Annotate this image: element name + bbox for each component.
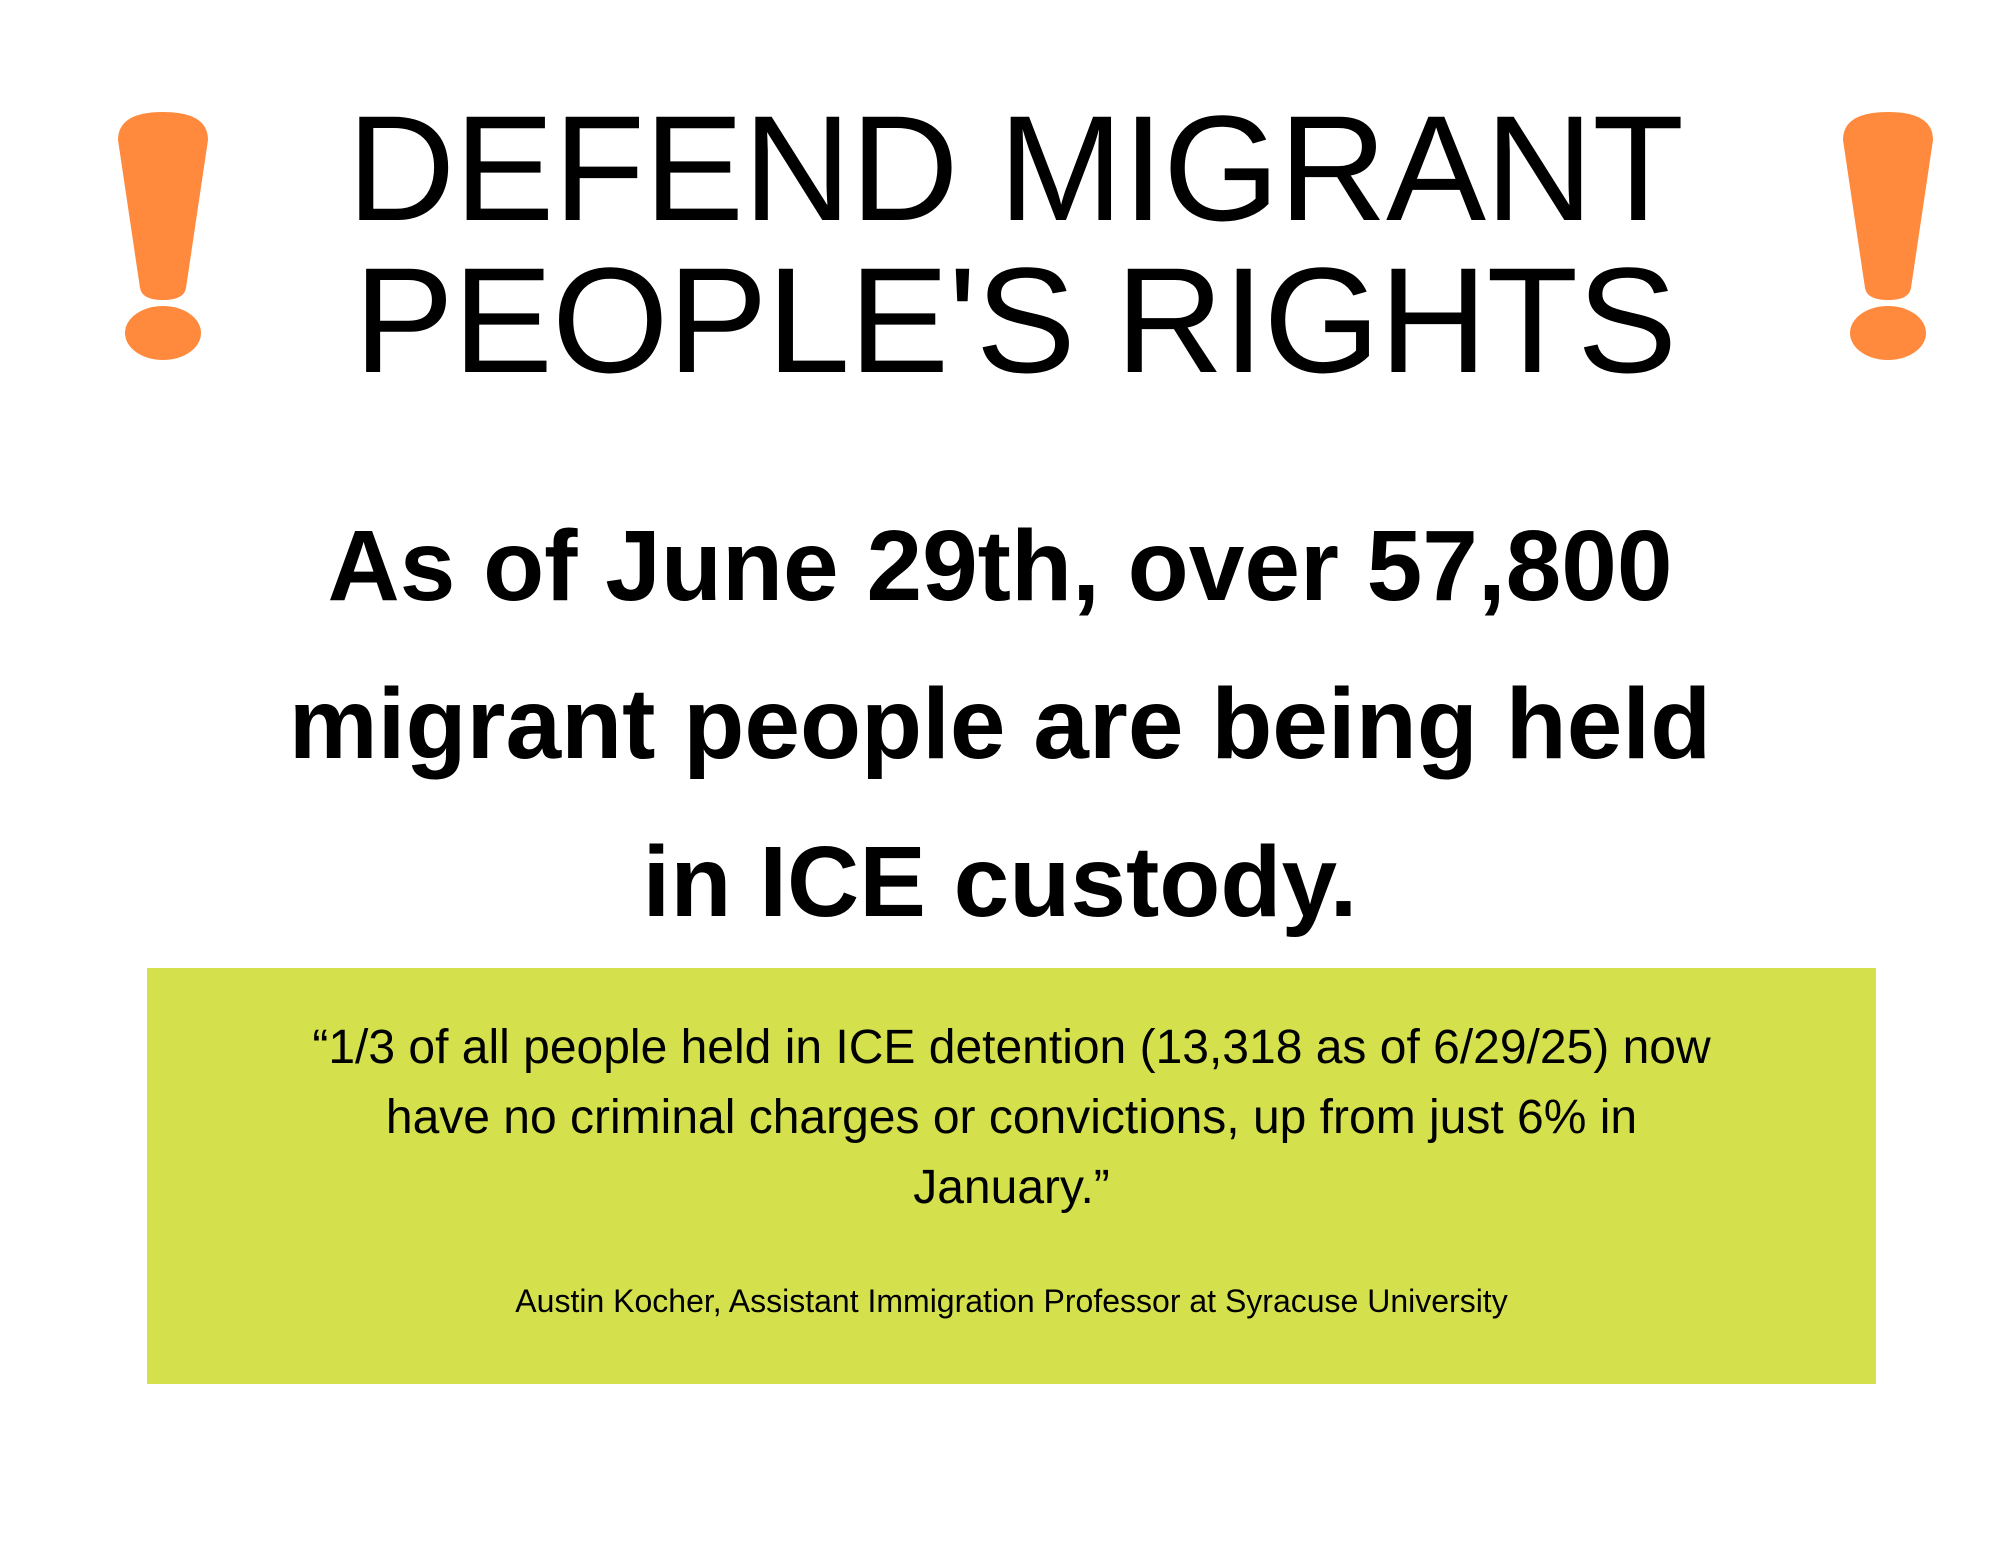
- quote-box: “1/3 of all people held in ICE detention…: [147, 968, 1876, 1384]
- quote-text: “1/3 of all people held in ICE detention…: [167, 1013, 1856, 1223]
- exclamation-mark-icon: [108, 110, 218, 360]
- exclamation-mark-icon: [1833, 110, 1943, 360]
- headline-line-2: migrant people are being held: [288, 668, 1712, 780]
- quote-line-3: January.”: [913, 1161, 1110, 1214]
- page-title: DEFEND MIGRANT PEOPLE'S RIGHTS: [230, 92, 1800, 396]
- exclamation-mark-icon: [1843, 112, 1933, 360]
- quote-line-2: have no criminal charges or convictions,…: [385, 1091, 1638, 1144]
- headline-line-1: As of June 29th, over 57,800: [327, 510, 1673, 622]
- quote-attribution: Austin Kocher, Assistant Immigration Pro…: [515, 1283, 1508, 1319]
- headline-line-3: in ICE custody.: [642, 826, 1358, 938]
- headline: As of June 29th, over 57,800 migrant peo…: [120, 487, 1880, 961]
- quote-line-1: “1/3 of all people held in ICE detention…: [312, 1021, 1711, 1074]
- title-line-2: PEOPLE'S RIGHTS: [353, 236, 1677, 404]
- title-line-1: DEFEND MIGRANT: [347, 84, 1684, 252]
- exclamation-mark-icon: [118, 112, 208, 360]
